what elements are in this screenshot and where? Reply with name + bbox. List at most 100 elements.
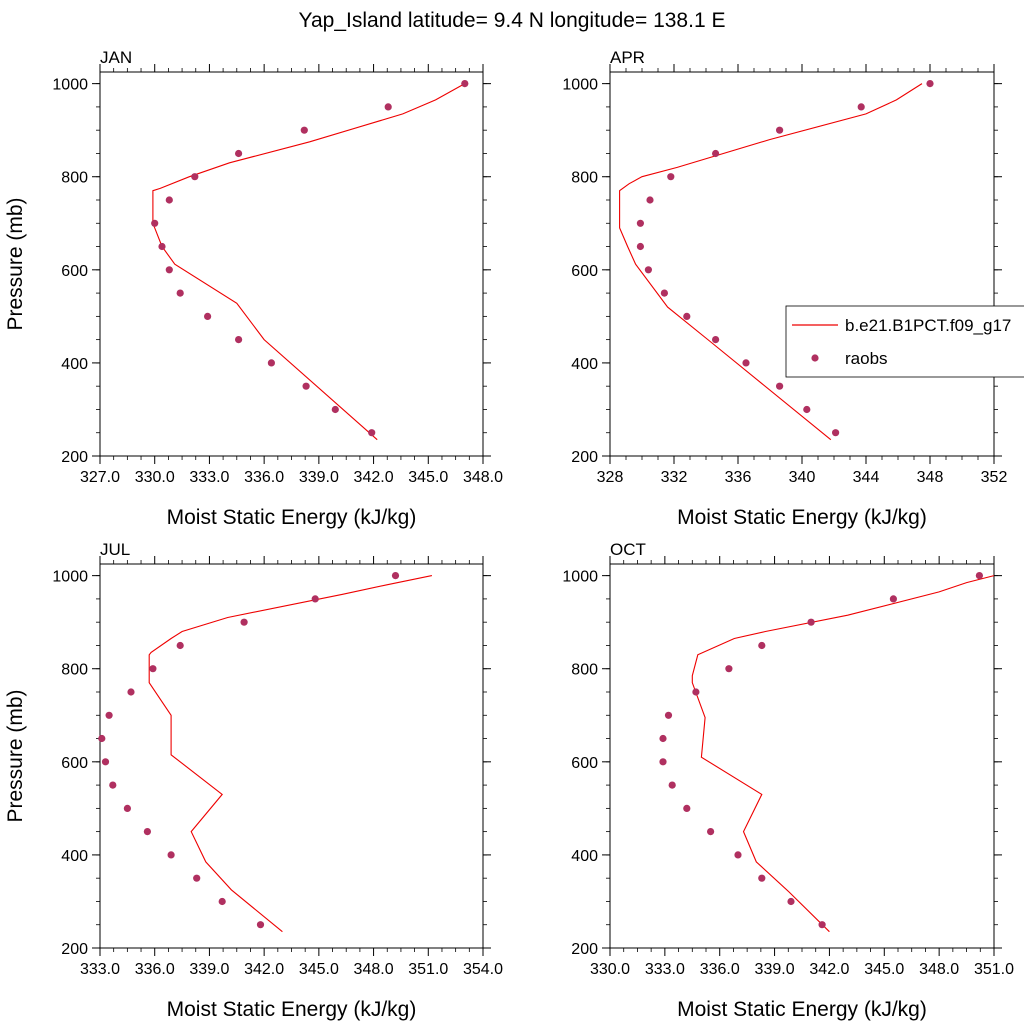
raobs-point xyxy=(857,103,865,111)
raobs-point xyxy=(707,828,715,836)
x-tick-label: 348.0 xyxy=(463,469,503,486)
x-axis-label: Moist Static Energy (kJ/kg) xyxy=(167,506,417,529)
raobs-point xyxy=(127,688,135,696)
raobs-point xyxy=(803,405,811,414)
y-tick-label: 600 xyxy=(571,263,598,280)
panel-label: APR xyxy=(610,48,645,67)
raobs-point xyxy=(926,80,934,88)
x-tick-label: 354.0 xyxy=(463,961,503,978)
raobs-point xyxy=(807,618,815,626)
raobs-point xyxy=(776,126,784,134)
raobs-point xyxy=(391,572,400,580)
figure-title: Yap_Island latitude= 9.4 N longitude= 13… xyxy=(299,9,726,32)
x-tick-label: 339.0 xyxy=(755,961,795,978)
x-tick-label: 339.0 xyxy=(299,469,339,486)
raobs-point xyxy=(461,80,469,88)
x-tick-label: 348.0 xyxy=(354,961,394,978)
x-tick-label: 342.0 xyxy=(809,961,849,978)
raobs-point xyxy=(109,781,117,789)
raobs-point xyxy=(889,595,898,603)
x-axis-label: Moist Static Energy (kJ/kg) xyxy=(167,998,417,1021)
raobs-point xyxy=(240,618,248,626)
raobs-point xyxy=(646,196,654,204)
panel-jul: JUL 200 400 600 800 1000 333.0 336.0 339.0 342.0 3… xyxy=(4,540,503,1021)
panel-label: OCT xyxy=(610,540,646,559)
x-tick-label: 330.0 xyxy=(135,469,175,486)
y-tick-label: 800 xyxy=(571,662,598,679)
model-profile-line xyxy=(152,83,466,441)
raobs-point xyxy=(758,641,766,650)
y-tick-label: 800 xyxy=(61,662,88,679)
x-tick-label: 345.0 xyxy=(299,961,339,978)
x-axis-label: Moist Static Energy (kJ/kg) xyxy=(677,998,927,1021)
raobs-point xyxy=(235,336,243,344)
raobs-point xyxy=(664,711,673,719)
x-tick-label: 352 xyxy=(981,469,1008,486)
raobs-point xyxy=(787,897,795,906)
y-tick-label: 1000 xyxy=(562,569,598,586)
x-tick-label: 336.0 xyxy=(700,961,740,978)
raobs-point xyxy=(191,173,199,181)
y-axis-label: Pressure (mb) xyxy=(4,689,27,822)
raobs-point xyxy=(668,781,676,789)
raobs-point xyxy=(384,103,392,111)
raobs-point xyxy=(818,921,826,929)
x-tick-label: 351.0 xyxy=(408,961,448,978)
raobs-point xyxy=(204,312,212,320)
raobs-point xyxy=(683,804,691,813)
x-tick-label: 333.0 xyxy=(80,961,120,978)
x-tick-label: 336.0 xyxy=(244,469,284,486)
raobs-point xyxy=(683,312,691,320)
legend: b.e21.B1PCT.f09_g17 raobs xyxy=(785,305,1024,378)
model-profile-line xyxy=(619,83,923,441)
y-axis-label: Pressure (mb) xyxy=(4,197,27,330)
raobs-point xyxy=(143,828,151,836)
raobs-point xyxy=(644,266,653,274)
raobs-point xyxy=(176,641,184,650)
legend-obs-marker xyxy=(811,354,819,362)
legend-model-label: b.e21.B1PCT.f09_g17 xyxy=(845,316,1011,335)
raobs-point xyxy=(101,758,110,766)
legend-obs-label: raobs xyxy=(845,349,888,368)
model-profile-line xyxy=(148,575,433,933)
raobs-point xyxy=(300,126,308,134)
raobs-point xyxy=(218,897,226,906)
raobs-point xyxy=(331,405,339,414)
x-tick-label: 330.0 xyxy=(590,961,630,978)
raobs-point xyxy=(659,734,667,743)
x-tick-label: 348 xyxy=(917,469,944,486)
y-tick-label: 1000 xyxy=(562,77,598,94)
x-tick-label: 336 xyxy=(725,469,752,486)
x-tick-label: 344 xyxy=(853,469,880,486)
raobs-point xyxy=(267,359,275,367)
raobs-point xyxy=(692,688,700,696)
y-tick-label: 200 xyxy=(61,941,88,958)
raobs-point xyxy=(158,242,166,251)
raobs-point xyxy=(235,149,243,158)
plot-frame xyxy=(609,71,995,457)
x-tick-label: 328 xyxy=(597,469,624,486)
y-tick-label: 400 xyxy=(61,848,88,865)
raobs-point xyxy=(165,196,173,204)
x-tick-label: 340 xyxy=(789,469,816,486)
raobs-point xyxy=(758,874,766,882)
raobs-point xyxy=(636,219,645,227)
x-tick-label: 345.0 xyxy=(408,469,448,486)
y-tick-label: 1000 xyxy=(52,569,88,586)
panel-label: JAN xyxy=(100,48,132,67)
x-tick-label: 333.0 xyxy=(645,961,685,978)
raobs-point xyxy=(302,382,310,390)
x-tick-label: 351.0 xyxy=(974,961,1014,978)
panel-jan: JAN 200 400 600 800 1000 327.0 330.0 333.0 336.0 3… xyxy=(4,48,503,529)
x-tick-label: 336.0 xyxy=(135,961,175,978)
raobs-point xyxy=(151,219,159,227)
raobs-point xyxy=(165,266,173,274)
raobs-point xyxy=(256,921,265,929)
y-tick-label: 200 xyxy=(571,941,598,958)
y-tick-label: 400 xyxy=(571,848,598,865)
plot-frame xyxy=(99,563,484,949)
raobs-point xyxy=(734,851,742,859)
plot-frame xyxy=(609,563,995,949)
x-axis-label: Moist Static Energy (kJ/kg) xyxy=(677,506,927,529)
